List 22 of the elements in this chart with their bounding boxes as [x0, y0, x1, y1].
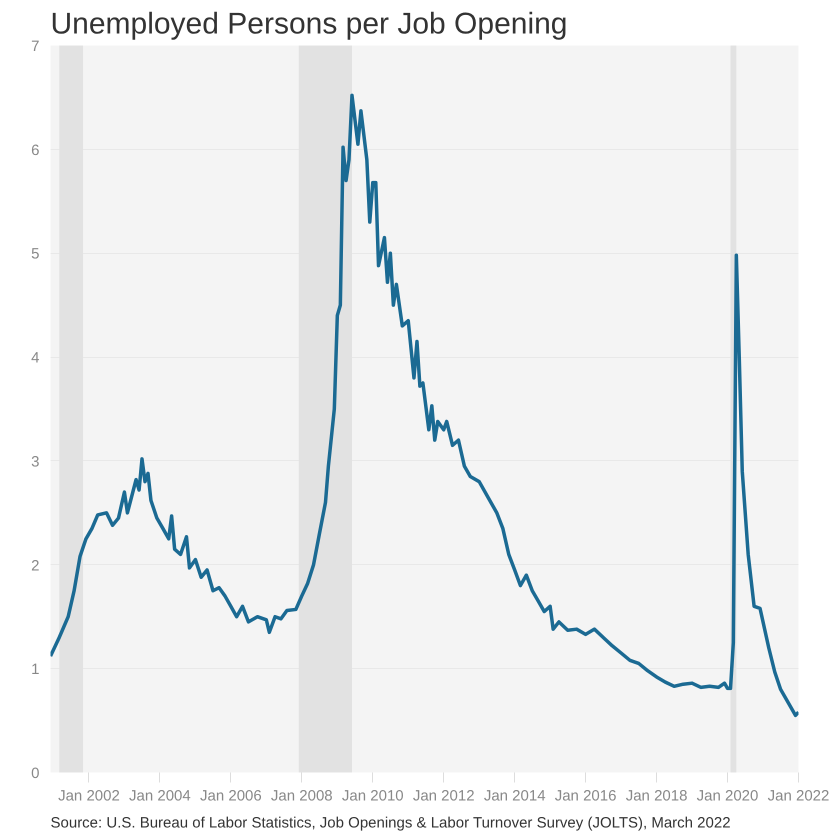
- x-tick-label: Jan 2012: [412, 788, 475, 804]
- y-tick-label: 3: [31, 453, 40, 470]
- x-tick-label: Jan 2004: [129, 788, 191, 804]
- source-note: Source: U.S. Bureau of Labor Statistics, Job Openings & Labor Turnover Survey (JOLTS), March 2022: [50, 814, 731, 832]
- y-tick-label: 0: [31, 765, 40, 782]
- y-tick-label: 5: [31, 246, 40, 263]
- x-tick-label: Jan 2022: [768, 788, 830, 804]
- y-tick-label: 4: [31, 350, 40, 367]
- x-tick-label: Jan 2002: [58, 788, 120, 804]
- x-tick-label: Jan 2020: [696, 788, 758, 804]
- y-tick-label: 7: [31, 38, 40, 55]
- x-tick-label: Jan 2010: [342, 788, 404, 804]
- y-tick-label: 1: [31, 661, 40, 678]
- chart-title: Unemployed Persons per Job Opening: [50, 8, 568, 40]
- y-tick-label: 2: [31, 557, 40, 574]
- x-tick-label: Jan 2008: [270, 788, 333, 804]
- x-tick-label: Jan 2014: [484, 788, 546, 804]
- y-tick-label: 6: [31, 142, 40, 159]
- x-tick-label: Jan 2018: [626, 788, 688, 804]
- x-tick-label: Jan 2006: [200, 788, 262, 804]
- line-series: [50, 94, 798, 718]
- x-tick-label: Jan 2016: [554, 788, 616, 804]
